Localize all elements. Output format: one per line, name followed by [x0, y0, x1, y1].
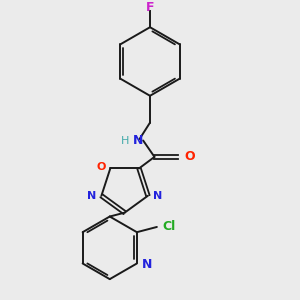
Text: N: N: [153, 191, 163, 201]
Text: N: N: [87, 191, 96, 201]
Text: N: N: [142, 259, 152, 272]
Text: N: N: [133, 134, 143, 147]
Text: H: H: [121, 136, 129, 146]
Text: O: O: [184, 150, 195, 164]
Text: F: F: [146, 1, 154, 14]
Text: O: O: [96, 162, 106, 172]
Text: Cl: Cl: [162, 220, 176, 233]
